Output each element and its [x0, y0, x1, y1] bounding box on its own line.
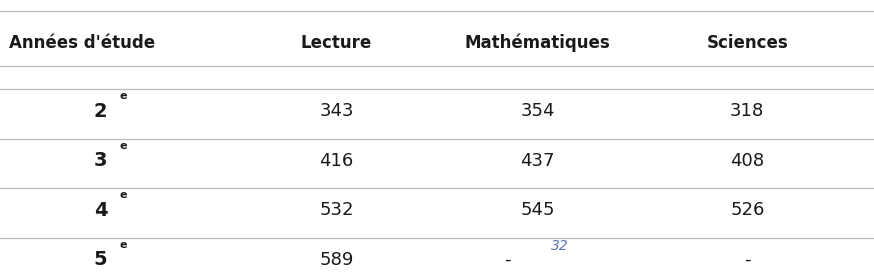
Text: 4: 4: [94, 201, 108, 220]
Text: 354: 354: [520, 102, 555, 120]
Text: 437: 437: [520, 152, 555, 170]
Text: 589: 589: [319, 251, 354, 269]
Text: 5: 5: [94, 250, 108, 270]
Text: e: e: [120, 190, 128, 200]
Text: 2: 2: [94, 102, 108, 121]
Text: e: e: [120, 240, 128, 250]
Text: 408: 408: [730, 152, 765, 170]
Text: Mathématiques: Mathématiques: [465, 33, 610, 52]
Text: 343: 343: [319, 102, 354, 120]
Text: 3: 3: [94, 151, 108, 170]
Text: 545: 545: [520, 201, 555, 219]
Text: 532: 532: [319, 201, 354, 219]
Text: Lecture: Lecture: [301, 34, 372, 52]
Text: 318: 318: [730, 102, 765, 120]
Text: Sciences: Sciences: [706, 34, 788, 52]
Text: 416: 416: [319, 152, 354, 170]
Text: e: e: [120, 91, 128, 101]
Text: -: -: [503, 251, 510, 269]
Text: e: e: [120, 141, 128, 151]
Text: 32: 32: [551, 239, 568, 253]
Text: -: -: [744, 251, 751, 269]
Text: 526: 526: [730, 201, 765, 219]
Text: Années d'étude: Années d'étude: [9, 34, 155, 52]
